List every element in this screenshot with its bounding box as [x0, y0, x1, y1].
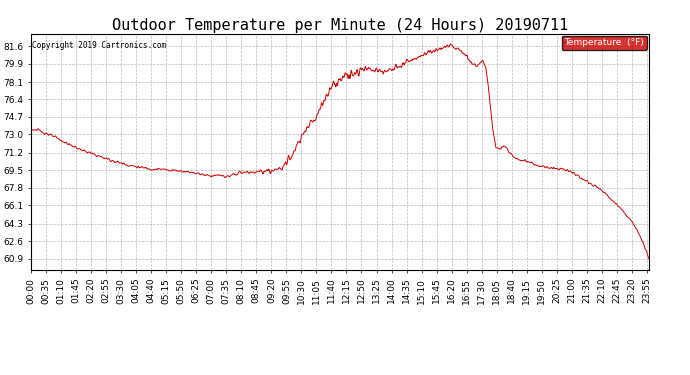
- Text: Copyright 2019 Cartronics.com: Copyright 2019 Cartronics.com: [32, 41, 166, 50]
- Legend: Temperature  (°F): Temperature (°F): [562, 36, 647, 50]
- Title: Outdoor Temperature per Minute (24 Hours) 20190711: Outdoor Temperature per Minute (24 Hours…: [112, 18, 568, 33]
